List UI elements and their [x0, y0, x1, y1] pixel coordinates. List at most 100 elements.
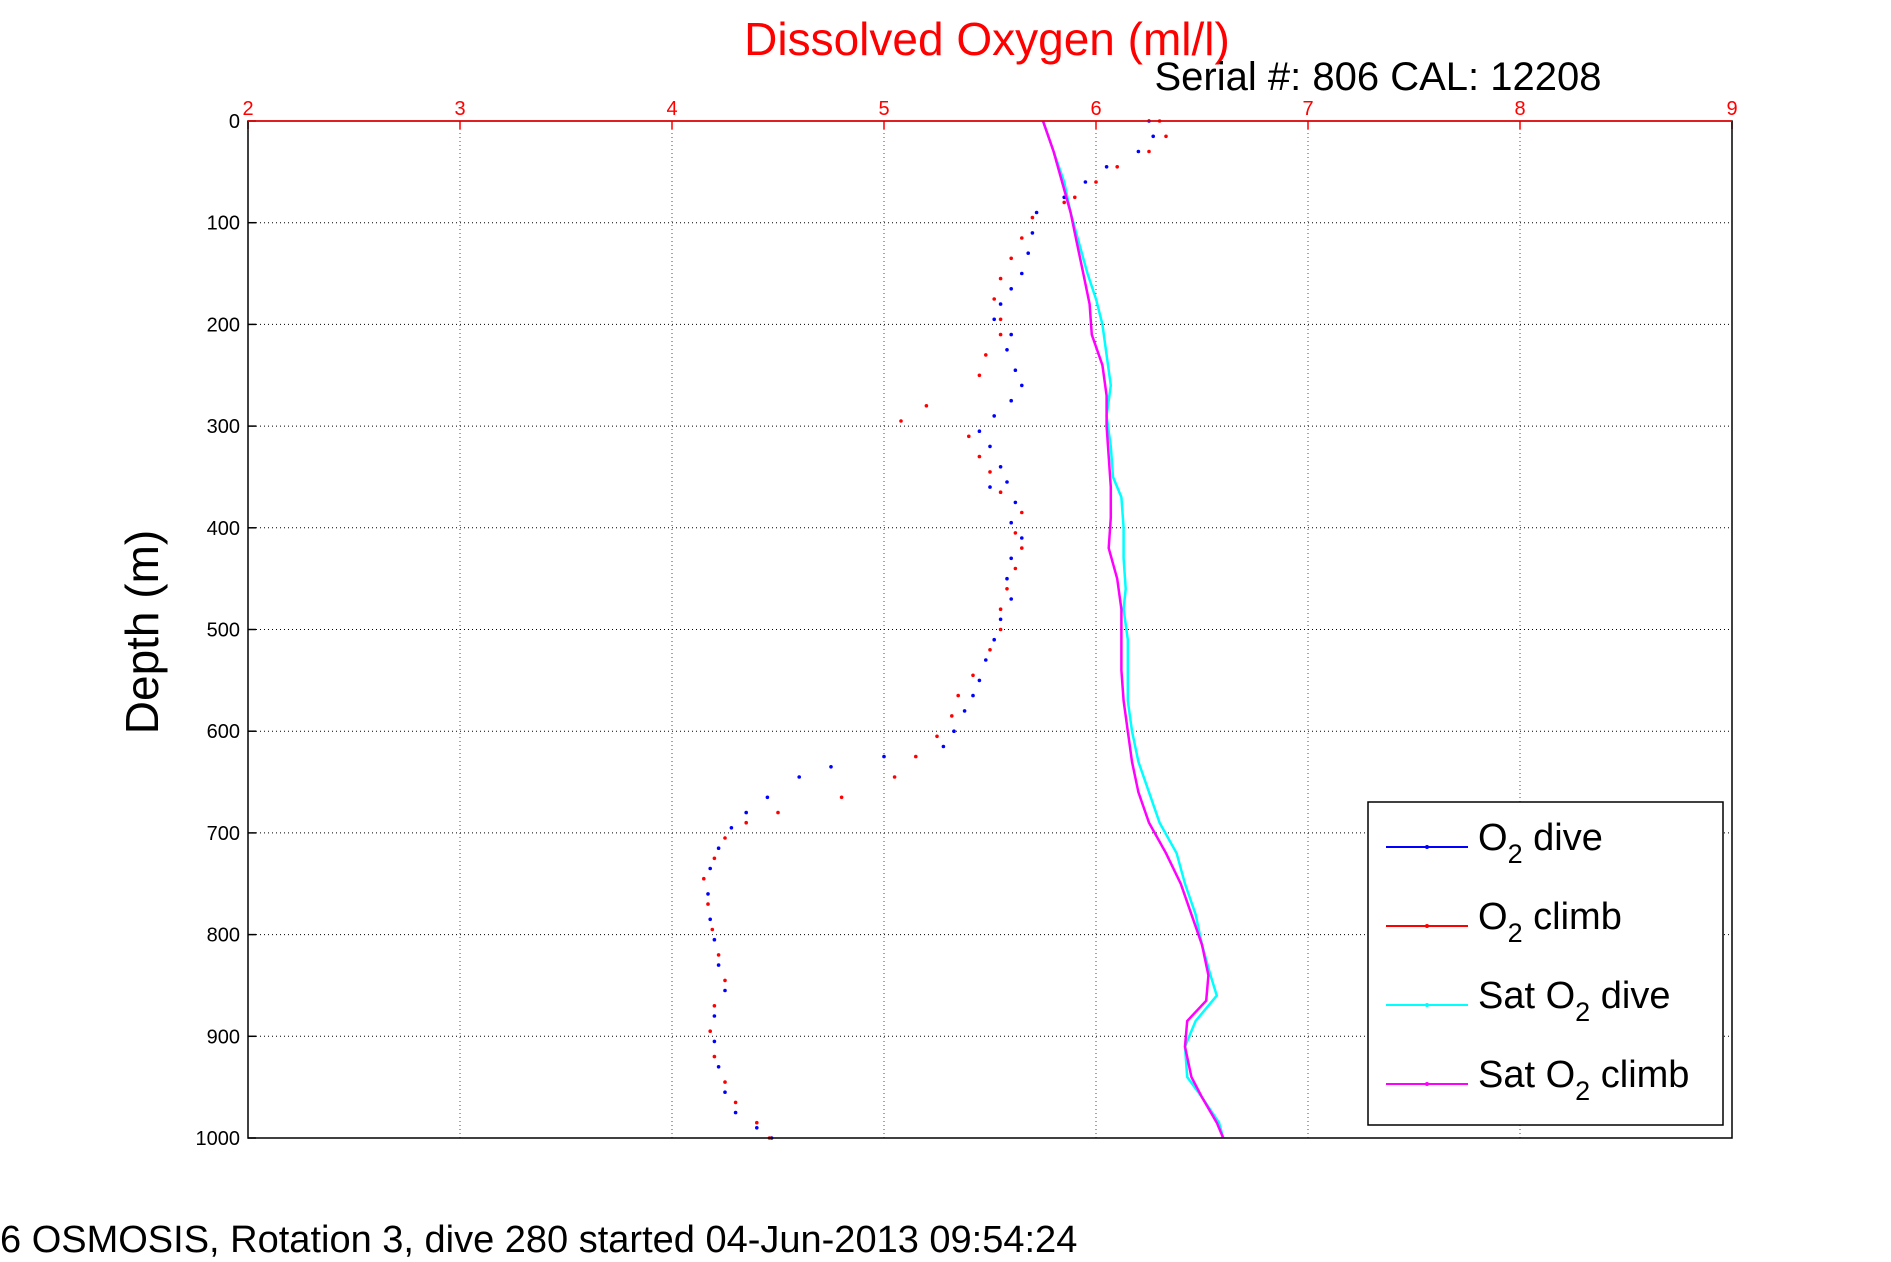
point-0-53: [716, 1065, 721, 1069]
point-1-4: [1094, 180, 1098, 184]
legend-marker-0: [1425, 845, 1429, 849]
point-0-7: [1030, 231, 1035, 235]
x-tick-label-2: 4: [666, 98, 677, 120]
point-1-24: [1020, 546, 1024, 550]
point-1-19: [977, 454, 982, 459]
point-0-43: [729, 826, 734, 830]
point-1-14: [984, 353, 988, 357]
point-0-37: [941, 744, 946, 749]
legend-label-1: O2 climb: [1478, 896, 1622, 948]
point-1-44: [716, 953, 721, 957]
legend-marker-2: [1425, 1003, 1429, 1007]
point-0-15: [1013, 368, 1018, 373]
point-0-18: [992, 414, 996, 418]
point-1-40: [712, 856, 717, 861]
point-0-45: [708, 866, 712, 871]
x-tick-label-1: 3: [454, 98, 465, 120]
point-1-8: [1020, 236, 1024, 240]
x-tick-label-4: 6: [1090, 98, 1101, 120]
series-3: [1041, 120, 1225, 1139]
point-1-46: [712, 1004, 717, 1008]
x-tick-label-3: 5: [878, 98, 889, 120]
point-1-20: [988, 470, 992, 474]
legend-marker-3: [1425, 1082, 1429, 1086]
point-0-1: [1151, 134, 1155, 139]
point-0-11: [998, 302, 1003, 306]
y-tick-label-7: 700: [207, 823, 240, 845]
point-0-19: [977, 429, 982, 434]
series-1: [702, 119, 1168, 1140]
dive-caption: 6 OSMOSIS, Rotation 3, dive 280 started …: [0, 1219, 1077, 1261]
point-0-22: [1005, 480, 1009, 484]
point-1-50: [733, 1100, 738, 1105]
legend-label-0: O2 dive: [1478, 817, 1603, 869]
y-axis-label: Depth (m): [116, 530, 168, 734]
point-0-8: [1026, 251, 1030, 255]
point-0-52: [712, 1039, 717, 1044]
point-0-48: [712, 937, 717, 942]
point-0-42: [744, 810, 748, 815]
point-1-22: [1020, 510, 1024, 515]
point-1-36: [839, 795, 844, 800]
point-1-33: [935, 734, 939, 739]
data-series: [702, 119, 1225, 1140]
x-tick-label-5: 7: [1302, 98, 1313, 120]
point-0-46: [706, 892, 710, 896]
point-0-34: [971, 693, 975, 698]
point-1-11: [992, 297, 996, 301]
legend-box: [1367, 801, 1724, 1126]
point-1-38: [744, 820, 748, 825]
point-0-20: [988, 444, 992, 449]
y-tick-label-0: 0: [229, 111, 240, 133]
point-0-50: [723, 988, 727, 993]
chart-subtitle: Serial #: 806 CAL: 12208: [1155, 55, 1602, 99]
point-1-32: [950, 714, 954, 718]
point-0-2: [1136, 149, 1141, 154]
point-1-49: [723, 1080, 727, 1084]
point-1-2: [1147, 149, 1151, 154]
series-line-3: [1041, 120, 1225, 1139]
point-1-1: [1164, 134, 1168, 139]
point-0-12: [992, 317, 996, 322]
point-1-9: [1009, 256, 1013, 261]
legend-label-2: Sat O2 dive: [1478, 975, 1670, 1027]
point-1-16: [924, 404, 929, 408]
point-1-31: [956, 693, 960, 698]
x-tick-label-6: 8: [1514, 98, 1525, 120]
point-0-21: [998, 465, 1003, 469]
point-0-31: [992, 637, 996, 642]
point-1-18: [967, 434, 971, 439]
y-tick-label-4: 400: [207, 518, 240, 540]
point-1-37: [776, 810, 780, 815]
y-tick-label-1: 100: [207, 213, 240, 235]
point-0-16: [1020, 383, 1024, 388]
point-0-13: [1009, 332, 1013, 337]
point-1-5: [1073, 195, 1077, 200]
y-tick-label-10: 1000: [196, 1128, 241, 1150]
point-1-51: [755, 1120, 759, 1125]
legend-label-3: Sat O2 climb: [1478, 1054, 1689, 1106]
legend-marker-1: [1425, 924, 1429, 928]
point-1-7: [1030, 215, 1035, 220]
point-1-13: [998, 332, 1003, 337]
y-tick-label-3: 300: [207, 416, 240, 438]
point-0-17: [1009, 398, 1013, 403]
point-0-40: [797, 775, 801, 779]
point-1-29: [988, 648, 992, 652]
legend: O2 dive O2 climb Sat O2 dive Sat O2 climb: [1367, 801, 1724, 1126]
y-tick-label-6: 600: [207, 721, 240, 743]
point-1-27: [998, 607, 1003, 611]
point-1-39: [723, 836, 727, 840]
point-1-42: [706, 902, 710, 906]
point-0-14: [1005, 348, 1009, 352]
point-0-54: [723, 1090, 727, 1094]
point-0-44: [716, 846, 721, 850]
point-1-12: [998, 317, 1003, 322]
point-0-4: [1083, 180, 1088, 184]
point-0-29: [1009, 597, 1013, 601]
point-0-24: [1013, 500, 1018, 505]
axis-ticks: 2 3 4 5 6 7 8 9 0 100 200 300 400 500 600 700 800 900 1000: [196, 98, 1738, 1150]
point-1-48: [712, 1054, 717, 1059]
point-0-30: [998, 617, 1003, 622]
